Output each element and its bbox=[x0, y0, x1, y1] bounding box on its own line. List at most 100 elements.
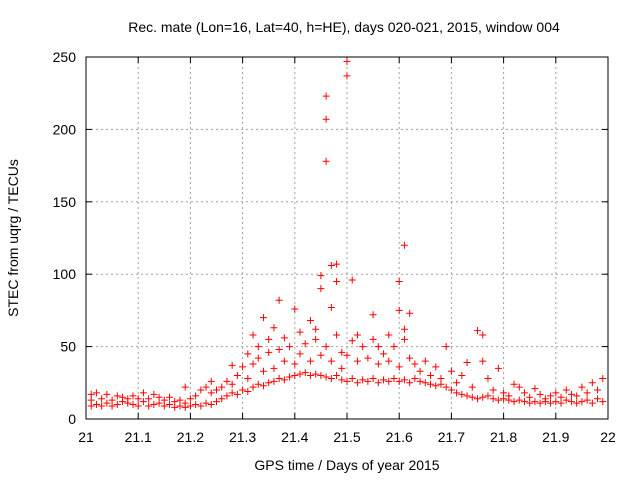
data-point bbox=[338, 348, 346, 356]
y-tick-labels: 0 50 100 150 200 250 bbox=[53, 49, 77, 427]
data-point bbox=[322, 157, 330, 165]
data-point bbox=[432, 382, 440, 390]
data-point bbox=[333, 331, 341, 339]
data-point bbox=[458, 372, 466, 380]
data-point bbox=[129, 401, 137, 409]
x-tick-label: 21.3 bbox=[229, 429, 256, 445]
data-point bbox=[259, 367, 267, 375]
data-point bbox=[474, 327, 481, 335]
data-point bbox=[213, 386, 220, 394]
data-point bbox=[432, 363, 440, 371]
data-point bbox=[411, 374, 419, 382]
data-point bbox=[348, 374, 356, 382]
data-point bbox=[599, 398, 607, 406]
data-point bbox=[301, 369, 309, 377]
data-point bbox=[249, 383, 257, 391]
data-point bbox=[395, 277, 403, 285]
data-point bbox=[275, 345, 283, 353]
data-point bbox=[395, 377, 403, 385]
data-point bbox=[353, 357, 361, 365]
data-point bbox=[124, 395, 132, 403]
data-point bbox=[453, 379, 461, 387]
data-point bbox=[573, 399, 581, 407]
data-point bbox=[317, 372, 325, 380]
data-point bbox=[578, 398, 586, 406]
data-point bbox=[291, 305, 299, 313]
data-point bbox=[400, 335, 408, 343]
data-point bbox=[406, 379, 414, 387]
data-point bbox=[552, 398, 560, 406]
data-point bbox=[228, 380, 236, 388]
data-point bbox=[192, 401, 200, 409]
data-point bbox=[139, 398, 147, 406]
data-point bbox=[505, 392, 513, 400]
data-point bbox=[254, 354, 262, 362]
data-point bbox=[416, 367, 424, 375]
data-point bbox=[244, 350, 252, 358]
data-point bbox=[547, 392, 555, 400]
data-point bbox=[520, 398, 528, 406]
x-tick-label: 21.6 bbox=[386, 429, 413, 445]
data-point bbox=[484, 374, 492, 382]
data-point bbox=[327, 304, 335, 312]
data-point bbox=[139, 389, 147, 397]
data-point bbox=[380, 376, 388, 384]
x-axis-title: GPS time / Days of year 2015 bbox=[254, 457, 439, 473]
data-point bbox=[322, 92, 330, 100]
data-point bbox=[369, 374, 377, 382]
data-point bbox=[312, 370, 320, 378]
data-point bbox=[442, 343, 450, 351]
data-point bbox=[578, 383, 586, 391]
data-point bbox=[186, 402, 194, 410]
data-point bbox=[197, 386, 205, 394]
data-point bbox=[145, 395, 153, 403]
data-point bbox=[239, 363, 247, 371]
data-point bbox=[447, 386, 455, 394]
data-point bbox=[536, 390, 544, 398]
data-point bbox=[134, 395, 142, 403]
data-point bbox=[427, 372, 435, 380]
data-point bbox=[333, 277, 341, 285]
data-point bbox=[343, 72, 351, 80]
x-tick-label: 21.4 bbox=[281, 429, 308, 445]
data-point bbox=[369, 335, 377, 343]
data-point bbox=[171, 398, 179, 406]
y-tick-label: 150 bbox=[53, 194, 77, 210]
y-tick-label: 0 bbox=[68, 411, 76, 427]
x-tick-label: 21.7 bbox=[438, 429, 465, 445]
data-point bbox=[353, 379, 361, 387]
data-point bbox=[160, 396, 168, 404]
data-point bbox=[453, 389, 461, 397]
data-point bbox=[317, 351, 325, 359]
y-tick-label: 50 bbox=[60, 339, 76, 355]
data-point bbox=[228, 389, 236, 397]
x-tick-label: 21.2 bbox=[177, 429, 204, 445]
data-point bbox=[87, 390, 95, 398]
data-point bbox=[374, 360, 382, 368]
data-point bbox=[437, 374, 445, 382]
plot-frame bbox=[85, 56, 609, 420]
data-point bbox=[479, 393, 487, 401]
data-point bbox=[233, 390, 241, 398]
data-point bbox=[547, 399, 555, 407]
data-point bbox=[181, 383, 189, 391]
data-point bbox=[134, 402, 142, 410]
x-tick-label: 22 bbox=[600, 429, 616, 445]
data-point bbox=[322, 343, 330, 351]
data-point bbox=[557, 393, 565, 401]
data-point bbox=[296, 350, 304, 358]
data-point bbox=[463, 392, 471, 400]
x-tick-label: 21.9 bbox=[542, 429, 569, 445]
data-point bbox=[296, 328, 304, 336]
data-point bbox=[228, 361, 236, 369]
data-point bbox=[327, 357, 335, 365]
data-point bbox=[103, 390, 111, 398]
data-point bbox=[421, 379, 429, 387]
data-point bbox=[265, 348, 273, 356]
data-point bbox=[119, 393, 127, 401]
data-point bbox=[494, 396, 502, 404]
data-point bbox=[562, 396, 570, 404]
data-point bbox=[427, 380, 435, 388]
data-point bbox=[599, 374, 607, 382]
data-point bbox=[113, 401, 121, 409]
